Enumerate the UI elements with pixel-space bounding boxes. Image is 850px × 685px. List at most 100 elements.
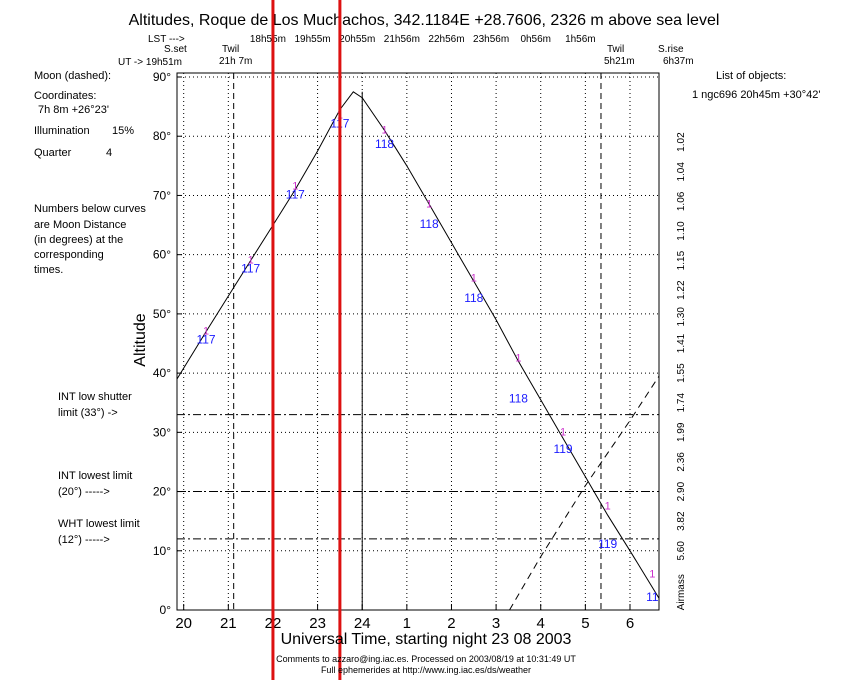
moon-info-panel: Moon (dashed): Coordinates: 7h 8m +26°23… [34,70,146,546]
airmass-tick-label: 1.02 [676,132,687,152]
x-tick-label: 6 [626,615,634,632]
moon-distance-label: 118 [464,291,483,305]
note-line-5: times. [34,264,63,276]
limit-lines [177,414,659,540]
moon-coordinates: 7h 8m +26°23' [38,104,109,116]
twilight-morning-label: Twil [607,44,624,55]
object-marker: 1 [381,124,387,136]
x-tick-labels: 2021222324123456 [175,604,634,632]
moon-distance-label: 117 [286,187,305,201]
airmass-tick-label: 1.30 [676,307,687,327]
ut-start-label: UT -> 19h51m [118,57,182,68]
highlight-lines [271,0,342,680]
moon-label: Moon (dashed): [34,70,111,82]
y-tick-labels: 0° 10° 20° 30° 40° 50° 60° 70° 80° 90° [153,70,182,617]
illumination-label: Illumination [34,125,90,137]
x-tick-label: 23 [309,615,326,632]
x-tick-label: 1 [403,615,411,632]
airmass-tick-label: 1.74 [676,393,687,413]
y-tick-label: 10° [153,544,171,558]
moon-distance-label: 119 [553,442,572,456]
int-lowest-label-2: (20°) -----> [58,486,110,498]
lst-tick-label: 19h55m [295,34,331,45]
y-tick-label: 80° [153,129,171,143]
int-lowest-label-1: INT lowest limit [58,470,132,482]
x-axis-label: Universal Time, starting night 23 08 200… [281,631,572,648]
object-marker: 1 [248,255,254,267]
airmass-tick-label: 1.55 [676,363,687,383]
airmass-tick-label: 1.10 [676,221,687,241]
twilight-evening-label: Twil [222,44,239,55]
object-marker: 1 [649,568,655,580]
twilight-morning-time: 5h21m [604,56,635,67]
lst-tick-label: 1h56m [565,34,596,45]
x-tick-label: 3 [492,615,500,632]
twilight-evening-time: 21h 7m [219,56,252,67]
x-tick-label: 24 [354,615,371,632]
chart-title: Altitudes, Roque de Los Muchachos, 342.1… [129,12,720,29]
quarter-value: 4 [106,147,112,159]
sunrise-label: S.rise [658,44,684,55]
x-tick-label: 2 [447,615,455,632]
y-tick-label: 30° [153,425,171,439]
moon-distance-label: 118 [375,137,394,151]
airmass-tick-label: 2.90 [676,481,687,501]
note-line-2: are Moon Distance [34,219,126,231]
y-tick-label: 40° [153,366,171,380]
y-axis-label: Altitude [132,313,149,366]
y-tick-label: 60° [153,248,171,262]
series-line-ngc696 [176,91,660,599]
wht-lowest-label-2: (12°) -----> [58,534,110,546]
sunrise-time: 6h37m [663,56,694,67]
y-tick-label: 20° [153,485,171,499]
y-tick-label: 50° [153,307,171,321]
lst-tick-label: 22h56m [428,34,464,45]
grid-lines [177,73,659,611]
series-lines [176,91,660,611]
airmass-tick-label: Airmass [676,574,687,610]
note-line-3: (in degrees) at the [34,234,123,246]
object-marker: 1 [203,326,209,338]
airmass-tick-label: 1.22 [676,280,687,300]
object-list-item: 1 ngc696 20h45m +30°42' [692,89,821,101]
lst-tick-label: 21h56m [384,34,420,45]
y-tick-label: 90° [153,70,171,84]
series-line-moon [509,375,660,611]
object-list-title: List of objects: [716,70,786,82]
moon-distance-label: 11 [646,590,659,604]
x-tick-label: 4 [537,615,545,632]
coordinates-label: Coordinates: [34,90,96,102]
object-marker: 1 [471,272,477,284]
x-tick-label: 21 [220,615,237,632]
airmass-tick-label: 1.06 [676,191,687,211]
airmass-tick-label: 3.82 [676,511,687,531]
int-shutter-label-2: limit (33°) -> [58,407,118,419]
airmass-tick-label: 5.60 [676,541,687,561]
y-tick-label: 0° [160,603,172,617]
airmass-tick-label: 1.15 [676,250,687,270]
plot-frame [176,72,660,611]
airmass-tick-label: 1.99 [676,422,687,442]
airmass-tick-label: 1.04 [676,162,687,182]
note-line-1: Numbers below curves [34,203,146,215]
x-tick-label: 5 [581,615,589,632]
note-line-4: corresponding [34,249,104,261]
illumination-value: 15% [112,125,134,137]
moon-distance-label: 118 [509,392,528,406]
object-marker: 1 [426,198,432,210]
lst-tick-labels: 18h55m 19h55m 20h55m 21h56m 22h56m 23h56m 0h56… [250,34,596,45]
object-marker: 1 [515,352,521,364]
y-tick-label: 70° [153,188,171,202]
airmass-tick-label: 1.41 [676,333,687,353]
moon-distance-label: 118 [420,217,439,231]
footer-line-1: Comments to azzaro@ing.iac.es. Processed… [276,654,576,664]
lst-tick-label: 23h56m [473,34,509,45]
object-marker: 1 [560,426,566,438]
sunset-label: S.set [164,44,187,55]
object-marker: 1 [605,500,611,512]
x-tick-label: 20 [175,615,192,632]
event-lines [233,73,602,610]
